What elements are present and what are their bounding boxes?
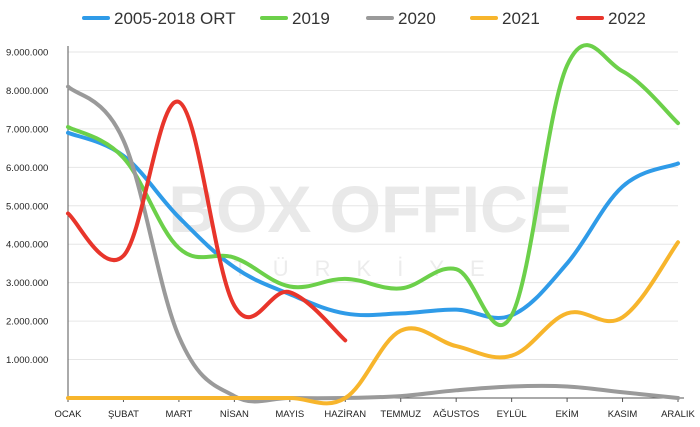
- legend-label: 2021: [502, 9, 540, 28]
- x-tick-label: KASIM: [608, 409, 638, 420]
- watermark-main-text: BOX OFFICE: [168, 172, 571, 246]
- y-axis-ticks: 1.000.000 2.000.000 3.000.000 4.000.000 5.00…: [6, 48, 48, 367]
- series-lines: [66, 43, 680, 406]
- x-tick-label: OCAK: [55, 409, 83, 420]
- x-tick-label: MAYIS: [275, 409, 304, 420]
- y-tick-label: 1.000.000: [6, 355, 48, 366]
- x-tick-label: ARALIK: [661, 409, 695, 420]
- y-tick-label: 2.000.000: [6, 317, 48, 328]
- legend: 2005-2018 ORT 2019 2020 2021 2022: [82, 9, 646, 28]
- series-line-2022: [66, 99, 348, 343]
- legend-label: 2020: [398, 9, 436, 28]
- series-line-2021: [66, 240, 680, 406]
- y-tick-label: 8.000.000: [6, 86, 48, 97]
- x-axis-ticks: OCAK ŞUBAT MART NİSAN MAYIS HAZİRAN TEMMUZ AĞUS…: [55, 398, 696, 420]
- x-tick-label: EYLÜL: [497, 409, 527, 420]
- x-tick-label: EKİM: [555, 409, 578, 420]
- series-line-2019: [66, 43, 680, 327]
- x-tick-label: AĞUSTOS: [433, 409, 479, 420]
- series-line-2005-2018-ort: [66, 130, 680, 320]
- y-tick-label: 7.000.000: [6, 124, 48, 135]
- legend-label: 2019: [292, 9, 330, 28]
- y-tick-label: 6.000.000: [6, 163, 48, 174]
- x-tick-label: NİSAN: [220, 409, 249, 420]
- x-tick-label: HAZİRAN: [324, 409, 366, 420]
- y-tick-label: 5.000.000: [6, 201, 48, 212]
- watermark-sub-text: TÜRKİYE: [233, 256, 510, 281]
- x-tick-label: ŞUBAT: [108, 409, 139, 420]
- legend-label: 2022: [608, 9, 646, 28]
- y-tick-label: 9.000.000: [6, 48, 48, 59]
- x-tick-label: TEMMUZ: [380, 409, 421, 420]
- y-tick-label: 4.000.000: [6, 240, 48, 251]
- x-tick-label: MART: [166, 409, 193, 420]
- legend-label: 2005-2018 ORT: [114, 9, 236, 28]
- y-tick-label: 3.000.000: [6, 278, 48, 289]
